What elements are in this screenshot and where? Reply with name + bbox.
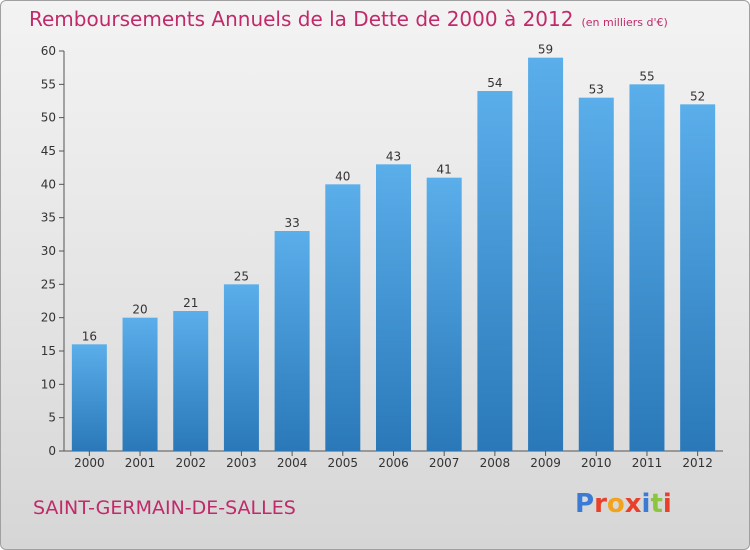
- x-tick-label: 2010: [581, 456, 612, 470]
- y-tick-label: 5: [48, 411, 56, 425]
- x-tick-label: 2005: [328, 456, 359, 470]
- x-tick-label: 2001: [125, 456, 156, 470]
- x-tick-label: 2004: [277, 456, 308, 470]
- bar-value-label: 54: [487, 76, 502, 90]
- y-tick-label: 25: [41, 277, 56, 291]
- x-tick-label: 2011: [632, 456, 663, 470]
- x-tick-label: 2002: [175, 456, 206, 470]
- bar: [578, 97, 614, 452]
- bar: [376, 164, 411, 452]
- bar-value-label: 59: [538, 43, 553, 57]
- x-tick-label: 2012: [682, 456, 713, 470]
- y-tick-label: 50: [41, 111, 56, 125]
- bar: [274, 231, 310, 451]
- y-tick-label: 60: [41, 44, 56, 58]
- bar: [122, 317, 158, 451]
- bar: [71, 344, 107, 451]
- bar-value-label: 16: [82, 329, 97, 343]
- bar: [426, 177, 462, 451]
- x-tick-label: 2008: [480, 456, 511, 470]
- y-tick-label: 45: [41, 144, 56, 158]
- bar: [477, 91, 513, 451]
- y-tick-label: 30: [41, 244, 56, 258]
- bar-value-label: 21: [183, 296, 198, 310]
- bar: [528, 57, 564, 452]
- logo-letter: P: [575, 489, 595, 519]
- y-tick-label: 10: [41, 377, 56, 391]
- x-tick-label: 2006: [378, 456, 409, 470]
- logo-letter: r: [594, 489, 607, 519]
- bar-value-label: 43: [386, 149, 401, 163]
- bar-value-label: 33: [284, 216, 299, 230]
- bar: [173, 311, 209, 451]
- logo-letter: i: [641, 489, 651, 519]
- y-tick-label: 35: [41, 211, 56, 225]
- bar-value-label: 53: [589, 83, 604, 97]
- logo-letter: t: [650, 489, 663, 519]
- chart-title-text: Remboursements Annuels de la Dette de 20…: [29, 7, 574, 31]
- chart-title: Remboursements Annuels de la Dette de 20…: [29, 7, 668, 31]
- x-tick-label: 2009: [530, 456, 561, 470]
- proxiti-logo: Proxiti: [575, 489, 672, 519]
- bar: [629, 84, 665, 451]
- bar-value-label: 52: [690, 89, 705, 103]
- x-tick-label: 2003: [226, 456, 257, 470]
- bar: [680, 104, 716, 451]
- bar: [325, 184, 361, 452]
- y-tick-label: 40: [41, 177, 56, 191]
- x-tick-label: 2007: [429, 456, 460, 470]
- bar-value-label: 25: [234, 269, 249, 283]
- y-tick-label: 15: [41, 344, 56, 358]
- chart-unit: (en milliers d'€): [581, 16, 668, 29]
- place-name: SAINT-GERMAIN-DE-SALLES: [33, 497, 296, 519]
- y-tick-label: 20: [41, 311, 56, 325]
- logo-letter: x: [624, 489, 642, 519]
- bar-value-label: 55: [639, 69, 654, 83]
- bar-value-label: 40: [335, 169, 350, 183]
- bar-value-label: 20: [132, 303, 147, 317]
- logo-letter: i: [662, 489, 672, 519]
- bar: [223, 284, 259, 451]
- bar-value-label: 41: [437, 163, 452, 177]
- y-tick-label: 55: [41, 77, 56, 91]
- x-tick-label: 2000: [74, 456, 105, 470]
- logo-letter: o: [606, 489, 625, 519]
- y-tick-label: 0: [48, 444, 56, 458]
